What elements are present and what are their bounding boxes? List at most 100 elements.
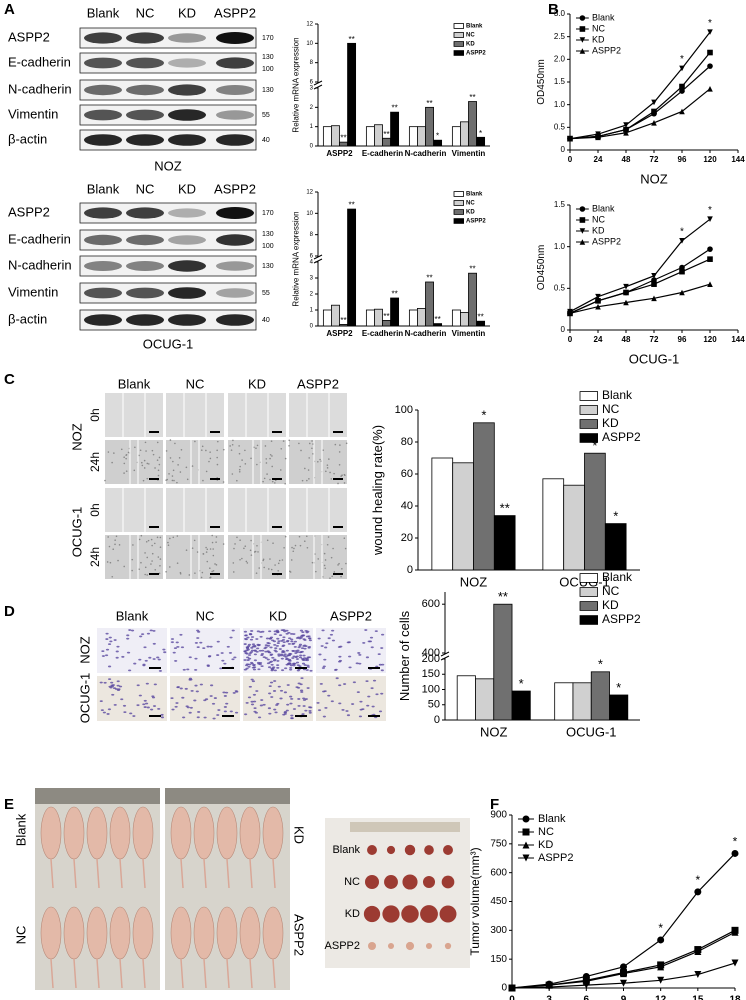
cell-speck: [111, 575, 114, 578]
significance: **: [340, 134, 346, 143]
stained-cell: [258, 649, 262, 652]
marker: [623, 122, 629, 128]
y-tick-label: 1.0: [554, 100, 566, 109]
significance: *: [481, 408, 486, 423]
cell-speck: [200, 576, 203, 579]
legend-label: Blank: [592, 12, 615, 22]
legend-marker: [522, 854, 530, 862]
stained-cell: [175, 702, 179, 704]
cell-speck: [131, 569, 133, 572]
stained-cell: [257, 668, 261, 671]
cell-speck: [167, 541, 169, 544]
tumor: [422, 875, 436, 889]
bar: [473, 422, 495, 571]
cell-speck: [326, 464, 329, 466]
stained-cell: [170, 697, 174, 700]
stained-cell: [114, 688, 119, 690]
wound-image: [166, 488, 224, 532]
cell-speck: [147, 463, 150, 465]
legend-marker: [579, 217, 586, 223]
bar: [554, 682, 574, 721]
y-tick-label: 60: [401, 468, 413, 480]
cell-speck: [179, 572, 182, 575]
stained-cell: [370, 646, 374, 649]
bar: [425, 106, 434, 147]
wound-image: [105, 440, 163, 484]
stained-cell: [268, 692, 272, 695]
y-tick-label: 2.5: [554, 32, 566, 41]
mouse-tail: [203, 958, 207, 989]
stained-cell: [290, 638, 294, 641]
stained-cell: [265, 637, 270, 640]
cell-speck: [158, 463, 161, 466]
stained-cell: [302, 638, 306, 641]
bar: [382, 137, 391, 147]
y-tick-label: 8: [310, 60, 314, 66]
cell-speck: [118, 544, 121, 546]
stained-cell: [142, 703, 146, 706]
stained-cell: [289, 632, 294, 635]
stained-cell: [104, 654, 109, 657]
legend-label: NC: [538, 826, 554, 838]
legend-swatch: [579, 391, 599, 401]
y-tick-label: 3: [310, 86, 314, 92]
y-axis-label: OD450nm: [536, 59, 547, 105]
scale-bar: [368, 715, 380, 717]
stained-cell: [150, 708, 154, 711]
cell-speck: [311, 447, 313, 450]
marker: [657, 963, 665, 971]
scale-bar: [272, 478, 282, 480]
scale-bar: [222, 715, 234, 717]
cell-speck: [250, 539, 252, 542]
cell-speck: [270, 568, 273, 571]
stained-cell: [381, 663, 385, 666]
transwell-image: [97, 628, 167, 673]
cell-speck: [176, 535, 179, 537]
tumor-row-label: Blank: [332, 844, 360, 856]
series-line: [569, 31, 711, 140]
series-line: [511, 931, 736, 989]
stained-cell: [272, 690, 277, 692]
blot-band: [126, 207, 164, 219]
stained-cell: [377, 653, 381, 656]
significance: *: [519, 676, 524, 691]
ruler: [165, 788, 290, 804]
cell-speck: [209, 576, 211, 579]
stained-cell: [291, 650, 296, 652]
cell-speck: [140, 534, 143, 537]
legend-label: NC: [592, 214, 605, 224]
stained-cell: [322, 665, 326, 668]
cell-speck: [324, 567, 327, 570]
legend-label: KD: [602, 598, 619, 612]
blot-band: [168, 260, 206, 272]
stained-cell: [253, 649, 257, 652]
stained-cell: [231, 658, 235, 661]
mouse: [109, 906, 131, 960]
marker: [595, 298, 601, 304]
stained-cell: [223, 695, 227, 697]
cell-speck: [202, 479, 204, 482]
stained-cell: [290, 640, 294, 643]
tumor: [382, 905, 400, 923]
cell-speck: [123, 462, 126, 465]
stained-cell: [300, 650, 304, 653]
cell-speck: [150, 563, 152, 565]
y-tick-label: 1.5: [554, 200, 566, 209]
cell-speck: [125, 457, 127, 460]
stained-cell: [145, 682, 149, 685]
tumor-photo: [325, 818, 470, 968]
cell-speck: [169, 457, 172, 459]
stained-cell: [252, 700, 257, 703]
marker: [707, 281, 713, 287]
stained-cell: [331, 629, 335, 632]
stained-cell: [273, 680, 277, 682]
mouse: [239, 806, 261, 860]
cell-speck: [246, 562, 249, 564]
cell-speck: [236, 479, 238, 482]
stained-cell: [309, 706, 313, 709]
bar: [452, 462, 474, 571]
stained-cell: [283, 712, 287, 715]
stained-cell: [273, 669, 277, 672]
blot-band: [216, 314, 254, 326]
cell-speck: [222, 448, 225, 451]
